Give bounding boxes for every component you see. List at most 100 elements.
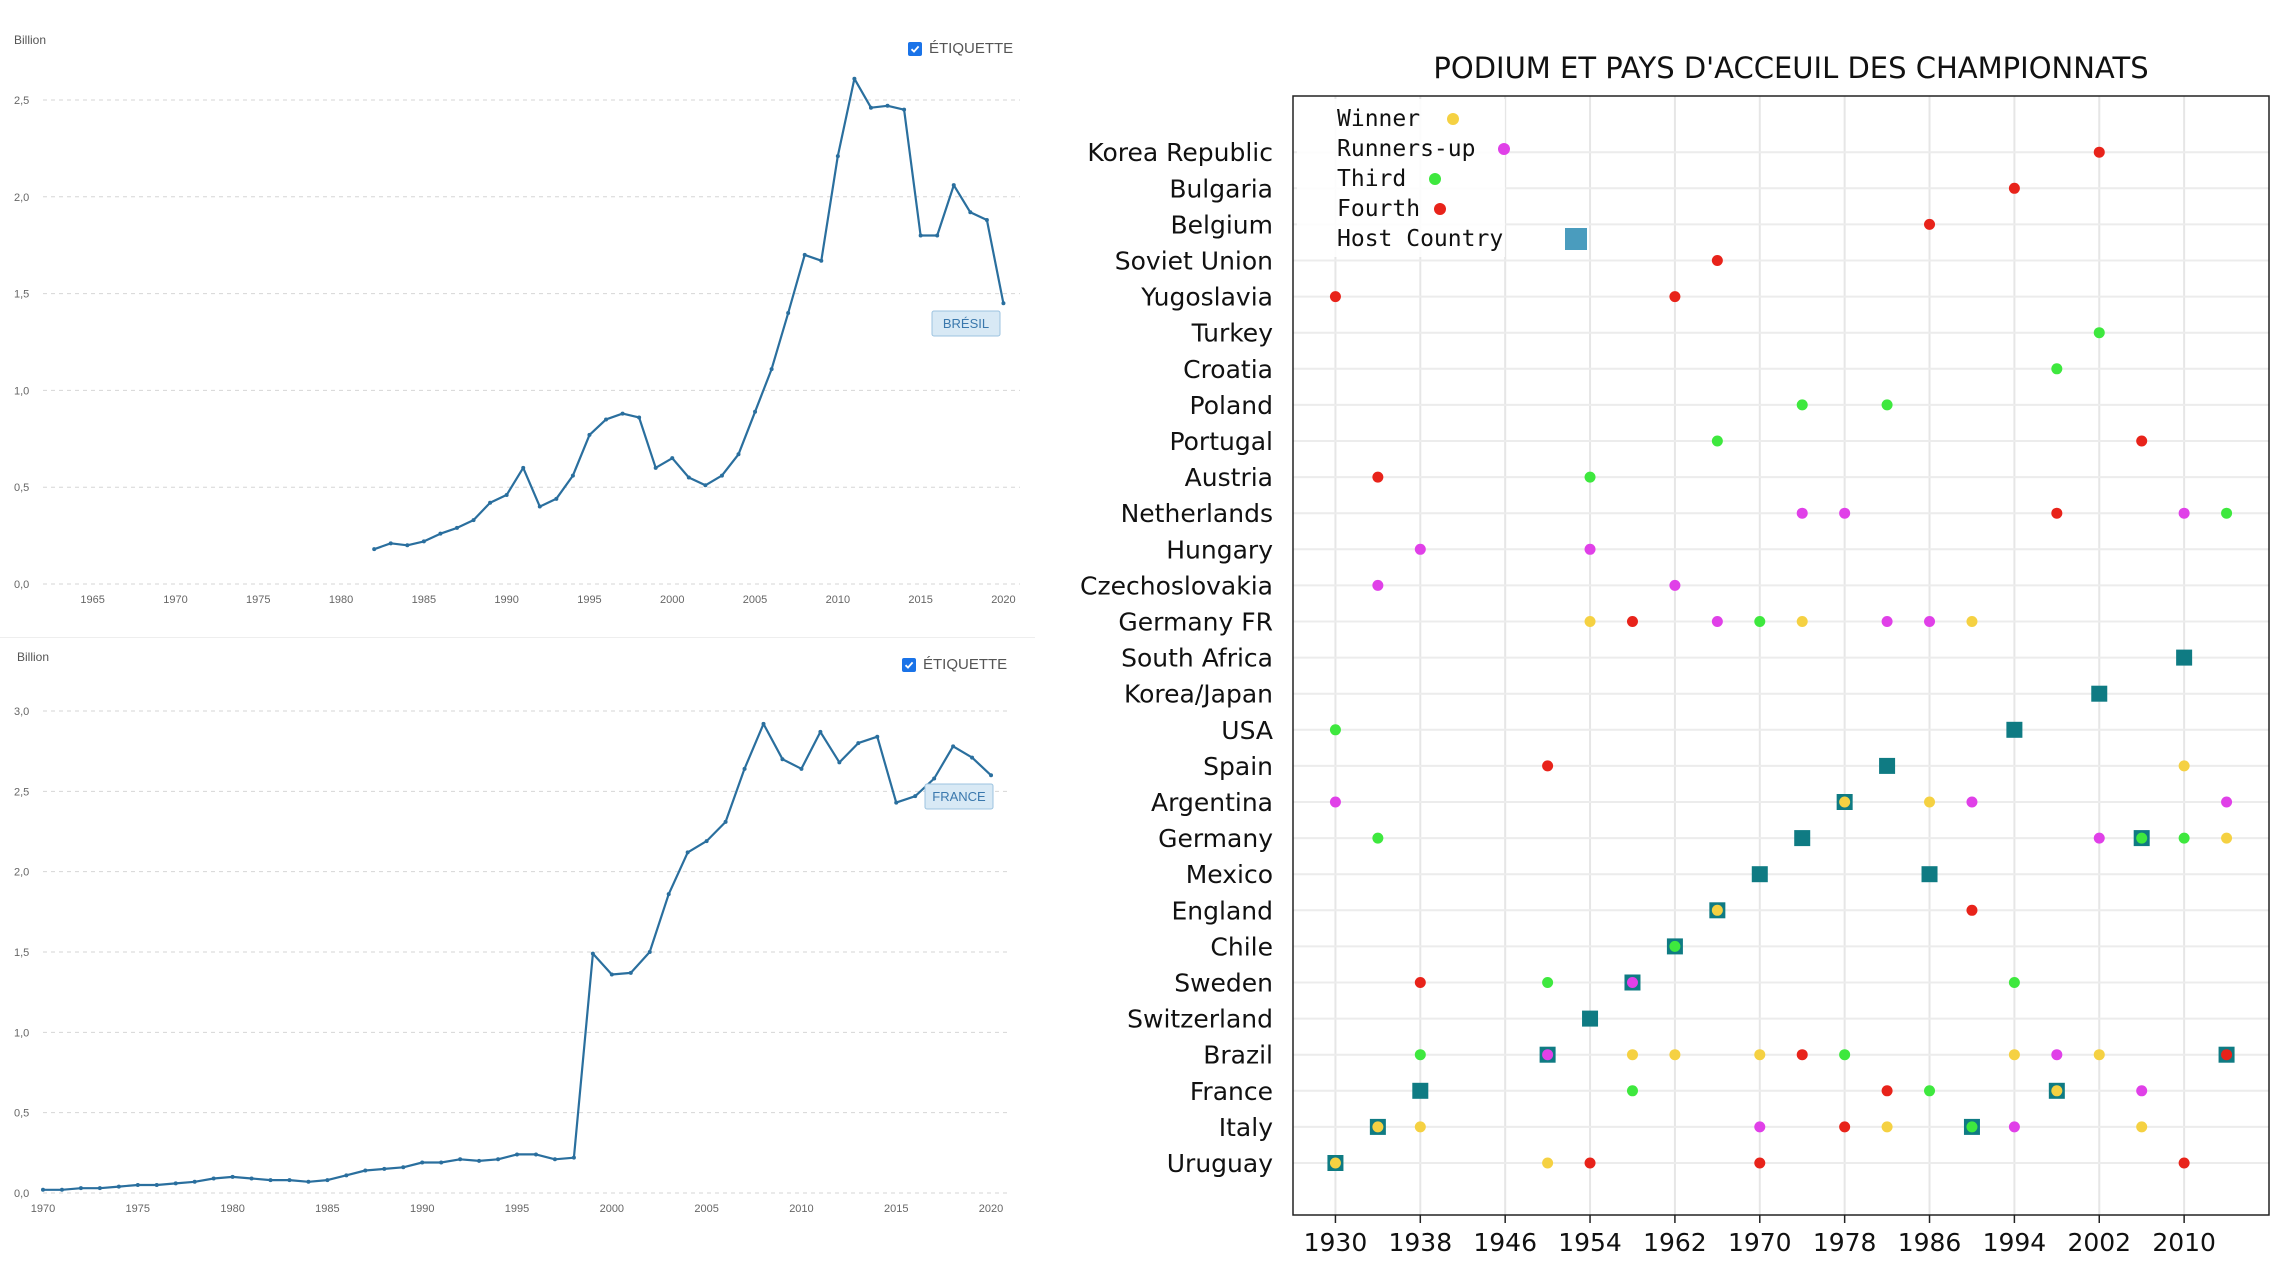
y-tick-label: Korea Republic [1087, 138, 1273, 167]
third-marker [1542, 977, 1554, 988]
france-data-point [59, 1187, 64, 1192]
brazil-data-point [703, 483, 708, 488]
winner-marker [1669, 1049, 1681, 1061]
france-data-point [97, 1186, 102, 1191]
third-marker [2093, 327, 2105, 339]
runner-up-marker [1329, 796, 1341, 808]
third-marker [1839, 1049, 1851, 1061]
winner-marker [2136, 1121, 2148, 1133]
runner-up-marker [2178, 507, 2190, 519]
y-tick-label: Belgium [1171, 210, 1274, 239]
france-data-point [666, 892, 671, 897]
third-marker [1372, 832, 1384, 844]
y-tick-label: Hungary [1166, 535, 1273, 564]
brazil-label-toggle[interactable]: ÉTIQUETTE [908, 40, 1013, 57]
brazil-data-point [587, 432, 592, 437]
france-data-point [704, 839, 709, 844]
host-country-marker [1879, 757, 1896, 774]
x-tick-label: 2010 [2152, 1228, 2216, 1257]
france-data-point [325, 1178, 330, 1183]
brazil-series-tag: BRÉSIL [931, 310, 1001, 337]
runner-up-marker [1754, 1121, 1766, 1133]
y-tick-label: Korea/Japan [1124, 680, 1273, 709]
france-y-tick-label: 3,0 [14, 706, 29, 718]
runner-up-marker [1839, 507, 1851, 519]
legend-label: Fourth [1337, 196, 1420, 222]
y-tick-label: Italy [1219, 1113, 1273, 1142]
winner-marker [2178, 760, 2190, 772]
host-country-marker [2091, 685, 2108, 702]
france-data-point [590, 951, 595, 956]
brazil-y-tick-label: 2,0 [14, 192, 29, 204]
winner-marker [2008, 1049, 2020, 1061]
x-tick-label: 1930 [1304, 1228, 1368, 1257]
winner-marker [1881, 1121, 1893, 1133]
france-x-tick-label: 1980 [220, 1203, 244, 1215]
fourth-marker [2051, 507, 2063, 519]
legend-host-marker [1565, 228, 1587, 250]
brazil-data-point [521, 465, 526, 470]
brazil-data-point [554, 496, 559, 501]
france-data-point [344, 1173, 349, 1178]
brazil-y-tick-label: 2,5 [14, 95, 29, 107]
winner-marker [1796, 616, 1808, 627]
brazil-data-point [786, 310, 791, 315]
host-country-marker [1921, 866, 1938, 883]
runner-up-marker [1711, 616, 1723, 627]
france-chart-panel: 0,0 0,5 1,0 1,5 2,0 2,5 3,0 1970 1975 1980 1985 199… [0, 637, 1035, 1275]
brazil-data-point [620, 411, 625, 416]
france-x-tick-label: 2005 [694, 1203, 718, 1215]
france-data-point [799, 766, 804, 771]
france-data-point [439, 1160, 444, 1165]
france-x-tick-label: 1975 [126, 1203, 150, 1215]
france-data-point [420, 1160, 425, 1165]
third-marker [2051, 363, 2063, 375]
france-y-tick-label: 0,0 [14, 1188, 29, 1200]
france-y-tick-label: 2,5 [14, 786, 29, 798]
brazil-line-chart: 0,0 0,5 1,0 1,5 2,0 2,5 1965 1970 1975 1980 1985 19… [14, 76, 1020, 606]
legend-background [1297, 99, 1505, 257]
france-data-point [249, 1176, 254, 1181]
fourth-marker [1669, 291, 1681, 303]
brazil-y-tick-label: 1,5 [14, 289, 29, 301]
france-data-point [571, 1155, 576, 1160]
winner-marker [1584, 616, 1596, 627]
france-x-tick-label: 1985 [315, 1203, 339, 1215]
third-marker [1711, 435, 1723, 447]
france-y-tick-label: 1,5 [14, 947, 29, 959]
fourth-marker [1966, 904, 1978, 916]
runner-up-marker [1414, 543, 1426, 555]
checkbox-checked-icon[interactable] [902, 657, 916, 672]
brazil-x-tick-label: 2000 [660, 594, 684, 606]
runner-up-marker [1924, 616, 1936, 627]
y-tick-label: Argentina [1151, 788, 1273, 817]
y-tick-label: England [1172, 896, 1274, 925]
runner-up-marker [1966, 796, 1978, 808]
chart-legend: Winner Runners-up Third Fourth Host Country [1297, 99, 1587, 257]
winner-marker [1542, 1157, 1554, 1169]
y-tick-label: Uruguay [1167, 1149, 1273, 1178]
legend-label: Third [1337, 166, 1406, 192]
france-data-point [628, 970, 633, 975]
france-data-point [173, 1181, 178, 1186]
france-label-toggle[interactable]: ÉTIQUETTE [902, 656, 1007, 673]
host-country-marker [2176, 649, 2193, 666]
france-data-point [533, 1152, 538, 1157]
france-data-point [723, 819, 728, 824]
fourth-marker [1542, 760, 1554, 772]
y-tick-label: Czechoslovakia [1080, 571, 1273, 600]
brazil-data-point [753, 409, 758, 414]
france-data-point [913, 794, 918, 799]
brazil-x-tick-label: 1995 [577, 594, 601, 606]
third-marker [2008, 977, 2020, 988]
y-tick-label: Croatia [1183, 355, 1273, 384]
y-tick-label: Soviet Union [1115, 247, 1273, 276]
france-x-tick-label: 2010 [789, 1203, 813, 1215]
y-tick-label: Sweden [1174, 969, 1273, 998]
checkbox-checked-icon[interactable] [908, 41, 922, 56]
winner-marker [1414, 1121, 1426, 1133]
brazil-x-tick-label: 2015 [908, 594, 932, 606]
world-cup-chart-panel: PODIUM ET PAYS D'ACCEUIL DES CHAMPIONNAT… [1035, 0, 2276, 1274]
third-marker [2221, 507, 2233, 519]
winner-marker [1966, 616, 1978, 627]
